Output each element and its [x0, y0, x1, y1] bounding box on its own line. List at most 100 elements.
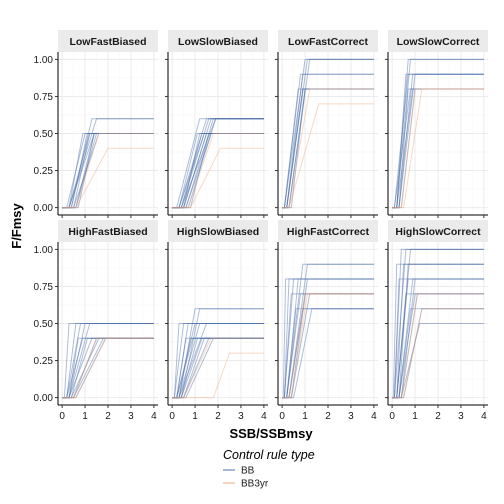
x-tick-label: 2: [325, 411, 331, 422]
series-line-bb: [282, 58, 374, 209]
x-tick-label: 1: [82, 411, 88, 422]
series-line-bb: [62, 323, 154, 399]
series-line-bb: [62, 133, 154, 209]
series-line-bb: [62, 337, 154, 399]
facet-strip-label: HighSlowCorrect: [395, 226, 481, 238]
series-line-bb: [172, 133, 264, 209]
series-line-bb: [392, 248, 484, 399]
x-tick-label: 2: [215, 411, 221, 422]
series-line-bb: [392, 88, 484, 209]
x-tick-label: 4: [481, 411, 487, 422]
series-line-bb: [282, 278, 374, 399]
facet-panels: LowFastBiased 0.00 0.25 0.50 0.75 1.00 LowSlow…: [34, 30, 488, 422]
series-line-bb: [172, 133, 264, 209]
facet-strip-label: LowFastBiased: [69, 36, 146, 48]
series-line-bb: [172, 323, 264, 399]
x-tick-label: 0: [389, 411, 395, 422]
series-line-bb: [172, 323, 264, 399]
series-line-bb: [62, 133, 154, 209]
series-line-bb: [392, 263, 484, 399]
series-line-bb: [172, 337, 264, 399]
series-line-bb3yr: [392, 308, 484, 399]
facet-panel: HighSlowCorrect 0 1 2 3 4: [385, 220, 488, 422]
series-line-bb: [392, 88, 484, 209]
series-line-bb: [62, 133, 154, 209]
series-line-bb: [282, 308, 374, 399]
y-tick-label: 1.00: [34, 245, 54, 256]
gridlines: [388, 242, 488, 405]
series-line-bb: [282, 293, 374, 399]
facet-panel: HighFastCorrect 0 1 2 3 4: [275, 220, 378, 422]
y-tick-label: 0.75: [34, 282, 54, 293]
series-line-bb: [172, 133, 264, 209]
series-line-bb: [172, 118, 264, 209]
series-line-bb3yr: [282, 293, 374, 399]
gridlines: [58, 52, 158, 215]
series-line-bb: [62, 133, 154, 209]
series-line-bb: [392, 293, 484, 399]
facet-strip: [278, 220, 378, 242]
series-line-bb3yr: [282, 88, 374, 209]
series-line-bb: [392, 278, 484, 399]
x-tick-label: 3: [238, 411, 244, 422]
facet-panel: LowFastBiased 0.00 0.25 0.50 0.75 1.00: [34, 30, 158, 218]
legend-label-bb3yr: BB3yr: [241, 479, 269, 490]
series-line-bb: [282, 278, 374, 399]
series-line-bb: [172, 337, 264, 399]
x-tick-label: 4: [261, 411, 267, 422]
series-line-bb: [392, 73, 484, 209]
series-line-bb: [172, 308, 264, 399]
series-line-bb3yr: [62, 337, 154, 399]
series-line-bb: [62, 337, 154, 399]
series-line-bb: [62, 337, 154, 399]
legend: Control rule type BB BB3yr: [223, 448, 315, 490]
series-line-bb: [282, 88, 374, 209]
series-line-bb: [62, 133, 154, 209]
series-line-bb: [172, 337, 264, 399]
series-line-bb: [392, 278, 484, 399]
series-line-bb: [282, 88, 374, 209]
series-line-bb: [62, 323, 154, 399]
facet-strip-label: LowSlowCorrect: [397, 36, 480, 48]
y-tick-label: 0.00: [34, 393, 54, 404]
series-line-bb: [282, 58, 374, 209]
series-line-bb: [62, 323, 154, 399]
series-line-bb: [282, 73, 374, 209]
gridlines: [278, 52, 378, 215]
series-line-bb: [392, 73, 484, 209]
series-line-bb: [392, 248, 484, 399]
facet-panel: LowSlowCorrect: [385, 30, 488, 218]
facet-panel: HighSlowBiased 0 1 2 3 4: [165, 220, 268, 422]
series-line-bb: [282, 73, 374, 209]
series-line-bb: [62, 337, 154, 399]
series-line-bb: [172, 337, 264, 399]
facet-strip: [168, 30, 268, 52]
series-line-bb3yr: [172, 337, 264, 399]
series-line-bb: [172, 308, 264, 399]
series-line-bb: [282, 88, 374, 209]
series-line-bb: [62, 337, 154, 399]
series-line-bb: [172, 118, 264, 209]
series-line-bb: [282, 278, 374, 399]
series-line-bb: [282, 293, 374, 399]
series-lines: [172, 308, 264, 399]
series-line-bb: [392, 263, 484, 399]
series-line-bb: [172, 337, 264, 399]
x-tick-label: 1: [302, 411, 308, 422]
x-tick-label: 3: [458, 411, 464, 422]
series-line-bb: [392, 278, 484, 399]
series-line-bb: [172, 118, 264, 209]
series-line-bb: [172, 323, 264, 399]
series-line-bb: [392, 73, 484, 209]
y-tick-label: 0.50: [34, 319, 54, 330]
series-line-bb: [282, 308, 374, 399]
y-tick-label: 0.25: [34, 356, 54, 367]
series-line-bb: [172, 118, 264, 209]
x-tick-label: 0: [169, 411, 175, 422]
y-tick-label: 0.25: [34, 166, 54, 177]
series-line-bb: [172, 323, 264, 399]
facet-strip-label: HighSlowBiased: [177, 226, 259, 238]
series-line-bb: [172, 118, 264, 209]
series-lines: [282, 58, 374, 209]
